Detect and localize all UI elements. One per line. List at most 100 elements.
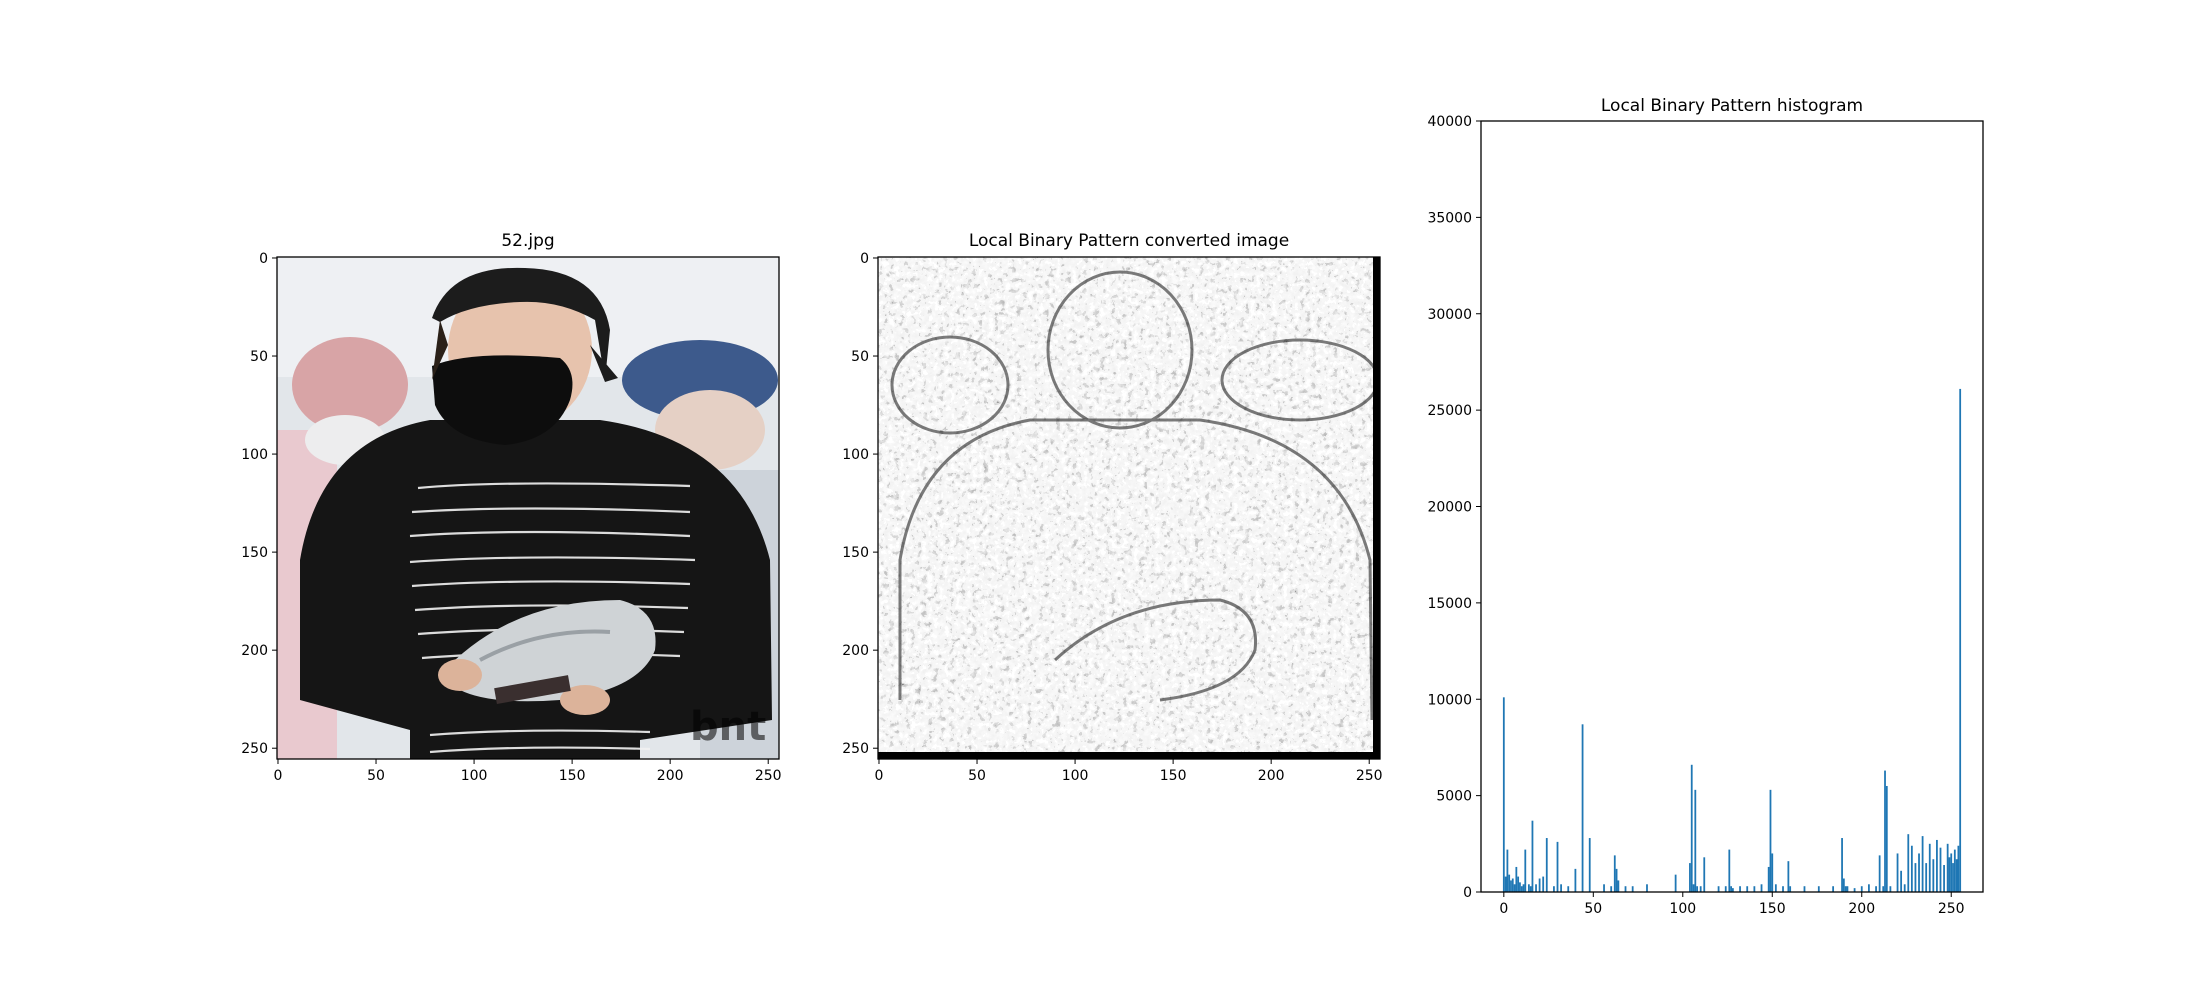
histogram-bar: [1520, 886, 1523, 892]
x-tick-label: 200: [1848, 901, 1875, 917]
panel2-frame: [877, 256, 1381, 760]
histogram-bar: [1545, 838, 1548, 892]
histogram-bar: [1760, 884, 1763, 892]
histogram-bar: [1631, 886, 1634, 892]
histogram-bar: [1728, 849, 1731, 892]
histogram-bar: [1939, 847, 1942, 892]
histogram-bar: [1553, 886, 1555, 892]
y-tick-label: 0: [860, 251, 869, 267]
histogram-bar: [1832, 886, 1835, 892]
histogram-bar: [1952, 863, 1954, 892]
histogram-bar: [1556, 841, 1559, 892]
x-tick-label: 50: [367, 768, 385, 784]
histogram-bar: [1860, 886, 1863, 892]
histogram-bar: [1510, 880, 1512, 892]
y-tick-label: 50: [851, 349, 869, 365]
original-photo: bnt: [277, 257, 779, 759]
histogram-bar: [1957, 845, 1960, 892]
histogram-bar: [1767, 866, 1770, 892]
y-tick-label: 25000: [1427, 403, 1472, 419]
histogram-bar: [1841, 838, 1843, 892]
histogram-bar: [1946, 843, 1949, 892]
histogram-bar: [1853, 888, 1856, 892]
histogram-bar: [1511, 878, 1514, 892]
histogram-bar: [1703, 857, 1706, 892]
y-tick-label: 0: [259, 251, 268, 267]
y-tick-label: 250: [842, 741, 869, 757]
histogram-bar: [1846, 886, 1849, 892]
x-tick-label: 200: [1258, 768, 1285, 784]
histogram-bar: [1953, 849, 1956, 892]
histogram-bar: [1910, 845, 1913, 892]
histogram-bar: [1753, 886, 1756, 892]
histogram-bar: [1560, 884, 1562, 892]
panel2-title: Local Binary Pattern converted image: [969, 231, 1289, 251]
lbp-texture: [878, 257, 1380, 759]
histogram-bar: [1884, 770, 1886, 892]
histogram-bar: [1782, 886, 1784, 892]
y-tick-label: 10000: [1427, 692, 1472, 708]
histogram-bars: [1502, 388, 1962, 892]
histogram-bar: [1959, 388, 1962, 892]
histogram-bar: [1769, 789, 1772, 892]
histogram-bar: [1689, 863, 1691, 892]
histogram-bar: [1724, 886, 1727, 892]
histogram-bar: [1502, 697, 1505, 892]
histogram-frame: [1480, 120, 1984, 893]
histogram-bar: [1739, 886, 1741, 892]
panel-lbp-histogram: Local Binary Pattern histogram 0 50 100 150…: [1427, 96, 1984, 917]
y-tick-label: 20000: [1427, 500, 1472, 516]
histogram-bar: [1787, 861, 1790, 892]
histogram-bar: [1950, 853, 1953, 892]
panel-original-image: 52.jpg: [241, 231, 781, 784]
histogram-bar: [1531, 820, 1534, 892]
histogram-bar: [1527, 884, 1530, 892]
histogram-bar: [1932, 859, 1935, 892]
histogram-bar: [1936, 839, 1938, 892]
histogram-bar: [1789, 886, 1792, 892]
x-tick-label: 100: [1669, 901, 1696, 917]
histogram-bar: [1925, 863, 1928, 892]
histogram-bar: [1646, 884, 1648, 892]
x-tick-label: 150: [1160, 768, 1187, 784]
histogram-bar: [1513, 884, 1516, 892]
histogram-bar: [1699, 886, 1702, 892]
histogram-bar: [1918, 853, 1920, 892]
histogram-bar: [1603, 884, 1605, 892]
y-tick-label: 40000: [1427, 114, 1472, 130]
histogram-bar: [1771, 853, 1774, 892]
y-tick-label: 200: [842, 643, 869, 659]
x-tick-label: 150: [1759, 901, 1786, 917]
x-tick-label: 100: [1062, 768, 1089, 784]
panel1-frame: [276, 256, 780, 760]
x-tick-label: 100: [461, 768, 488, 784]
histogram-bar: [1903, 884, 1906, 892]
x-tick-label: 150: [559, 768, 586, 784]
x-tick-label: 200: [657, 768, 684, 784]
y-tick-label: 0: [1463, 885, 1472, 901]
histogram-bar: [1928, 843, 1931, 892]
histogram-bar: [1542, 876, 1545, 892]
histogram-bar: [1817, 886, 1820, 892]
histogram-bar: [1508, 874, 1511, 892]
y-tick-label: 200: [241, 643, 268, 659]
histogram-bar: [1842, 878, 1845, 892]
histogram-bar: [1515, 866, 1518, 892]
histogram-bar: [1717, 886, 1720, 892]
histogram-bar: [1581, 724, 1584, 892]
x-tick-label: 250: [755, 768, 782, 784]
panel-lbp-image: Local Binary Pattern converted image: [842, 231, 1382, 784]
x-tick-label: 250: [1356, 768, 1383, 784]
histogram-bar: [1844, 886, 1847, 892]
histogram-bar: [1878, 855, 1881, 892]
x-tick-label: 0: [875, 768, 884, 784]
histogram-bar: [1506, 849, 1509, 892]
histogram-bar: [1617, 880, 1620, 892]
y-tick-label: 150: [842, 545, 869, 561]
y-tick-label: 35000: [1427, 210, 1472, 226]
histogram-bar: [1624, 886, 1627, 892]
histogram-bar: [1885, 785, 1888, 892]
y-tick-label: 250: [241, 741, 268, 757]
